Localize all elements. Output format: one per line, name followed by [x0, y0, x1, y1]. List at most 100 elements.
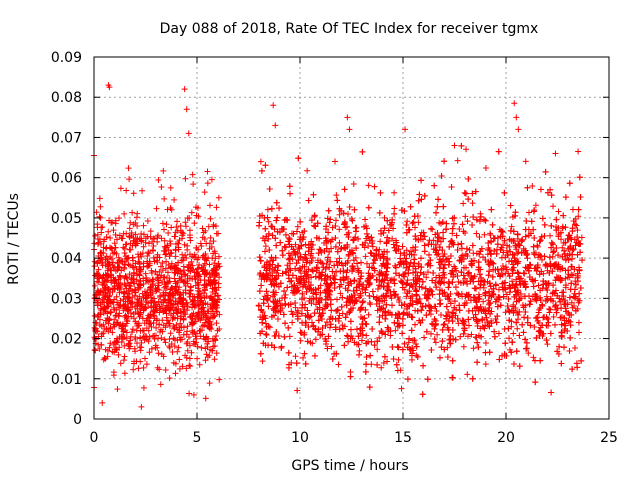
data-point: [132, 318, 139, 325]
data-point: [539, 215, 546, 222]
data-point: [92, 319, 99, 326]
data-point: [399, 243, 406, 250]
data-point: [399, 330, 406, 337]
data-point: [197, 240, 204, 247]
data-point: [312, 336, 319, 343]
data-point: [435, 196, 442, 203]
data-point: [548, 222, 555, 229]
data-point: [366, 299, 373, 306]
data-point: [536, 327, 543, 334]
data-point: [542, 168, 549, 175]
data-point: [150, 320, 157, 327]
data-point: [550, 313, 557, 320]
data-point: [206, 380, 213, 387]
data-point: [144, 258, 151, 265]
data-point: [446, 336, 453, 343]
data-point: [130, 315, 137, 322]
data-point: [408, 327, 415, 334]
data-point: [261, 248, 268, 255]
data-point: [186, 390, 193, 397]
data-point: [458, 290, 465, 297]
data-point: [121, 264, 128, 271]
data-point: [378, 364, 385, 371]
data-point: [362, 253, 369, 260]
data-point: [434, 203, 441, 210]
data-point: [476, 218, 483, 225]
data-point: [161, 296, 168, 303]
data-point: [94, 271, 101, 278]
data-point: [440, 229, 447, 236]
data-point: [275, 263, 282, 270]
data-point: [125, 165, 132, 172]
data-point: [398, 385, 405, 392]
data-point: [268, 205, 275, 212]
data-point: [359, 299, 366, 306]
data-point: [285, 349, 292, 356]
data-point: [357, 307, 364, 314]
data-point: [366, 292, 373, 299]
data-point: [454, 157, 461, 164]
data-point: [207, 310, 214, 317]
data-point: [216, 274, 223, 281]
data-point: [101, 304, 108, 311]
data-point: [530, 283, 537, 290]
data-point: [358, 259, 365, 266]
data-point: [495, 148, 502, 155]
data-point: [302, 241, 309, 248]
data-point: [458, 245, 465, 252]
data-point: [553, 309, 560, 316]
data-point: [305, 197, 312, 204]
data-point: [186, 290, 193, 297]
data-point: [552, 321, 559, 328]
data-point: [544, 341, 551, 348]
data-point: [162, 251, 169, 258]
data-point: [341, 342, 348, 349]
data-point: [188, 349, 195, 356]
data-point: [566, 180, 573, 187]
data-point: [282, 291, 289, 298]
data-point: [125, 313, 132, 320]
data-point: [256, 288, 263, 295]
data-point: [194, 355, 201, 362]
data-point: [567, 334, 574, 341]
data-point: [179, 251, 186, 258]
data-point: [188, 209, 195, 216]
data-point: [418, 307, 425, 314]
data-point: [180, 263, 187, 270]
data-point: [347, 373, 354, 380]
data-point: [117, 185, 124, 192]
data-point: [123, 187, 130, 194]
data-point: [91, 312, 98, 319]
data-point: [196, 361, 203, 368]
data-point: [203, 351, 210, 358]
data-point: [304, 167, 311, 174]
data-point: [537, 237, 544, 244]
data-point: [514, 325, 521, 332]
data-point: [96, 236, 103, 243]
data-point: [194, 205, 201, 212]
data-point: [475, 259, 482, 266]
data-point: [344, 332, 351, 339]
data-point: [213, 320, 220, 327]
data-point: [176, 365, 183, 372]
data-point: [526, 209, 533, 216]
data-point: [481, 216, 488, 223]
data-point: [501, 189, 508, 196]
data-point: [282, 320, 289, 327]
data-point: [121, 342, 128, 349]
data-point: [292, 299, 299, 306]
data-point: [569, 206, 576, 213]
data-point: [110, 372, 117, 379]
data-point: [469, 200, 476, 207]
data-point: [164, 269, 171, 276]
data-point: [476, 271, 483, 278]
data-point: [98, 249, 105, 256]
data-point: [562, 194, 569, 201]
data-point: [353, 326, 360, 333]
data-point: [481, 325, 488, 332]
data-point: [328, 307, 335, 314]
data-point: [172, 370, 179, 377]
data-point: [127, 219, 134, 226]
data-point: [399, 315, 406, 322]
data-point: [505, 270, 512, 277]
